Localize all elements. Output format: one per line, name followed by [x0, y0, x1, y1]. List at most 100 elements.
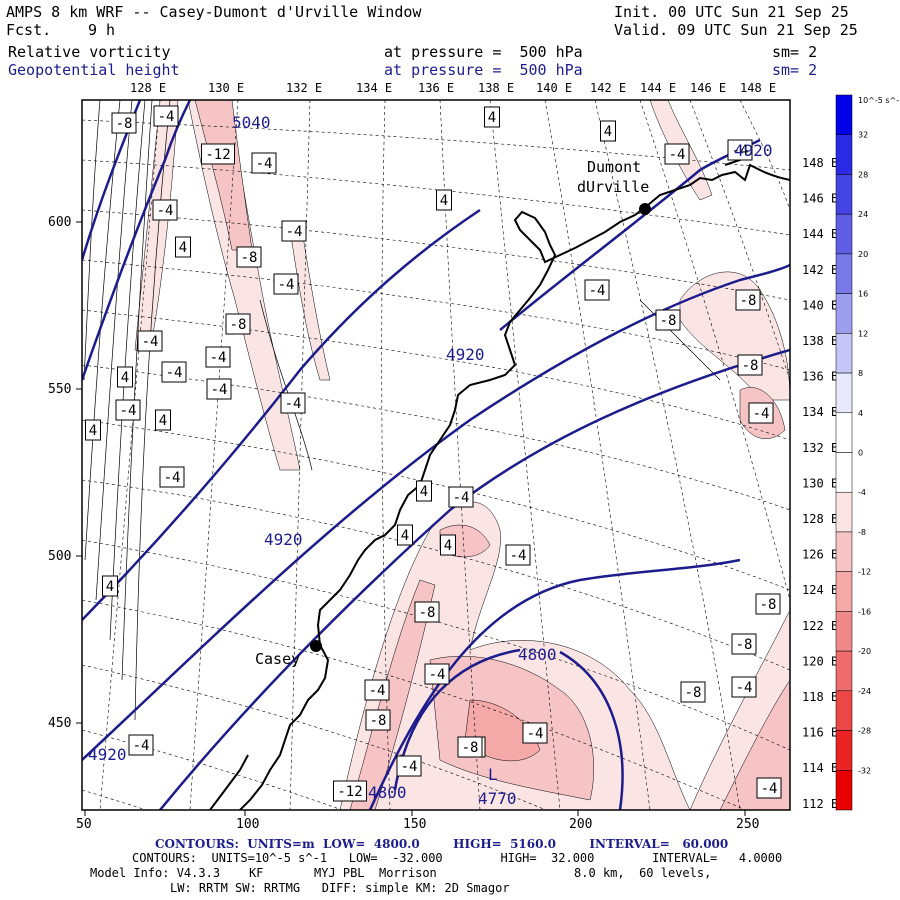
- vorticity-label: -8: [462, 740, 479, 756]
- field1-smoothing: sm= 2: [772, 43, 818, 61]
- vorticity-label-box: [152, 199, 178, 221]
- init-time: Init. 00 UTC Sun 21 Sep 25: [614, 3, 849, 21]
- vorticity-label: -4: [278, 277, 295, 293]
- x-tick-label: 250: [736, 817, 759, 832]
- colorbar-level-label: 28: [858, 170, 868, 179]
- vorticity-label: -4: [401, 759, 418, 775]
- right-lon-label: 122 E: [802, 619, 838, 633]
- vorticity-label-box: [251, 152, 277, 174]
- vorticity-label-box: [424, 663, 450, 685]
- colorbar-swatch: [835, 372, 853, 414]
- vorticity-label-box: [273, 273, 299, 295]
- vorticity-label: -4: [142, 334, 159, 350]
- vorticity-label-box: [737, 354, 763, 376]
- vorticity-label-box: [755, 593, 781, 615]
- vorticity-label-box: [128, 734, 154, 756]
- vorticity-label: -4: [211, 382, 228, 398]
- vorticity-label: -8: [742, 358, 759, 374]
- vorticity-label: 4: [121, 370, 129, 386]
- vorticity-label: 4: [89, 423, 97, 439]
- vorticity-label: -4: [453, 490, 470, 506]
- colorbar: 32 28 24 20 16 12 8 4 0 -4 -8 -12 -16 -20 -24 -28 -32: [835, 94, 871, 811]
- x-tick-label: 100: [236, 817, 259, 832]
- vorticity-label: 4: [440, 193, 448, 209]
- map-plot-area: -8 -4 -12 -4 -4 -4 4 -8 -4 -4 4 -8 -4 -4 -4 -4 -4 4 4 -4 4 -4…: [82, 100, 790, 810]
- colorbar-level-label: -20: [858, 647, 871, 656]
- vorticity-label-box: [457, 736, 483, 758]
- colorbar-level-label: 12: [858, 329, 868, 338]
- vorticity-label: -4: [510, 548, 527, 564]
- right-lon-label: 142 E: [802, 263, 838, 277]
- vorticity-label-box: [280, 392, 306, 414]
- top-lon-label: 132 E: [286, 81, 322, 95]
- vorticity-label-box: [505, 544, 531, 566]
- y-tick-label: 550: [48, 382, 71, 397]
- right-lon-label: 114 E: [802, 761, 838, 775]
- y-tick-label: 600: [48, 215, 71, 230]
- vorticity-label-box: [584, 279, 610, 301]
- colorbar-level-label: -4: [858, 488, 866, 497]
- place-label-dumont: Dumont: [587, 158, 641, 176]
- vorticity-label-box: [236, 246, 262, 268]
- vorticity-label-box: [655, 309, 681, 331]
- field2-level: at pressure = 500 hPa: [384, 61, 583, 79]
- colorbar-level-label: 4: [858, 409, 863, 418]
- top-lon-label: 146 E: [690, 81, 726, 95]
- vorticity-label: -4: [761, 781, 778, 797]
- colorbar-swatch: [835, 452, 853, 493]
- vorticity-label: -4: [527, 726, 544, 742]
- height-label: 4920: [88, 745, 127, 764]
- vorticity-label: -4: [589, 283, 606, 299]
- colorbar-level-label: 20: [858, 250, 868, 259]
- y-axis-ticks: 600 550 500 450: [48, 215, 82, 731]
- colorbar-level-label: 16: [858, 290, 868, 299]
- colorbar-swatch: [835, 531, 853, 572]
- height-labels: 5040 4920 4920 4920 4800 4800 4770 4920 …: [88, 113, 773, 808]
- vorticity-label-box: [117, 366, 133, 388]
- place-label-durville: dUrville: [577, 178, 649, 196]
- vorticity-label-box: [206, 378, 232, 400]
- top-longitude-labels: 128 E 130 E 132 E 134 E 136 E 138 E 140 E 142 E…: [130, 81, 776, 95]
- right-lon-label: 130 E: [802, 476, 838, 490]
- colorbar-swatch: [835, 650, 853, 692]
- vorticity-label: -8: [736, 637, 753, 653]
- colorbar-swatch: [835, 333, 853, 374]
- top-lon-label: 136 E: [418, 81, 454, 95]
- colorbar-swatch: [835, 412, 853, 453]
- top-lon-label: 142 E: [590, 81, 626, 95]
- vorticity-label-box: [448, 486, 474, 508]
- vorticity-label: -4: [164, 470, 181, 486]
- top-lon-label: 148 E: [740, 81, 776, 95]
- x-tick-label: 200: [569, 817, 592, 832]
- x-axis-ticks: 50 100 150 200 250: [76, 810, 759, 832]
- vorticity-label-box: [414, 601, 440, 623]
- field1-level: at pressure = 500 hPa: [384, 43, 583, 61]
- colorbar-swatch: [835, 770, 853, 811]
- right-lon-label: 148 E: [802, 156, 838, 170]
- vorticity-label: 4: [179, 240, 187, 256]
- vorticity-label-box: [161, 361, 187, 383]
- colorbar-unit: 10^-5 s^-1: [858, 96, 900, 105]
- valid-time: Valid. 09 UTC Sun 21 Sep 25: [614, 21, 858, 39]
- dumont-durville-marker: [639, 203, 651, 215]
- height-label: 4800: [518, 645, 557, 664]
- colorbar-swatch: [835, 174, 853, 215]
- vorticity-label: 4: [488, 110, 496, 126]
- colorbar-level-label: -28: [858, 727, 871, 736]
- vorticity-label: 4: [604, 124, 612, 140]
- forecast-hour: 9 h: [88, 21, 116, 39]
- vorticity-label-box: [731, 633, 757, 655]
- vorticity-label: -8: [660, 313, 677, 329]
- map-title: AMPS 8 km WRF -- Casey-Dumont d'Urville …: [6, 3, 422, 21]
- vorticity-label: -8: [370, 713, 387, 729]
- right-lon-label: 124 E: [802, 583, 838, 597]
- vorticity-label: -4: [285, 396, 302, 412]
- colorbar-level-label: -32: [858, 766, 871, 775]
- vorticity-label: -4: [732, 143, 749, 159]
- height-label: 4920: [734, 141, 773, 160]
- vorticity-label-box: [115, 399, 141, 421]
- height-label: 4920: [264, 530, 303, 549]
- vorticity-label: -8: [760, 597, 777, 613]
- vorticity-label: 4: [159, 413, 167, 429]
